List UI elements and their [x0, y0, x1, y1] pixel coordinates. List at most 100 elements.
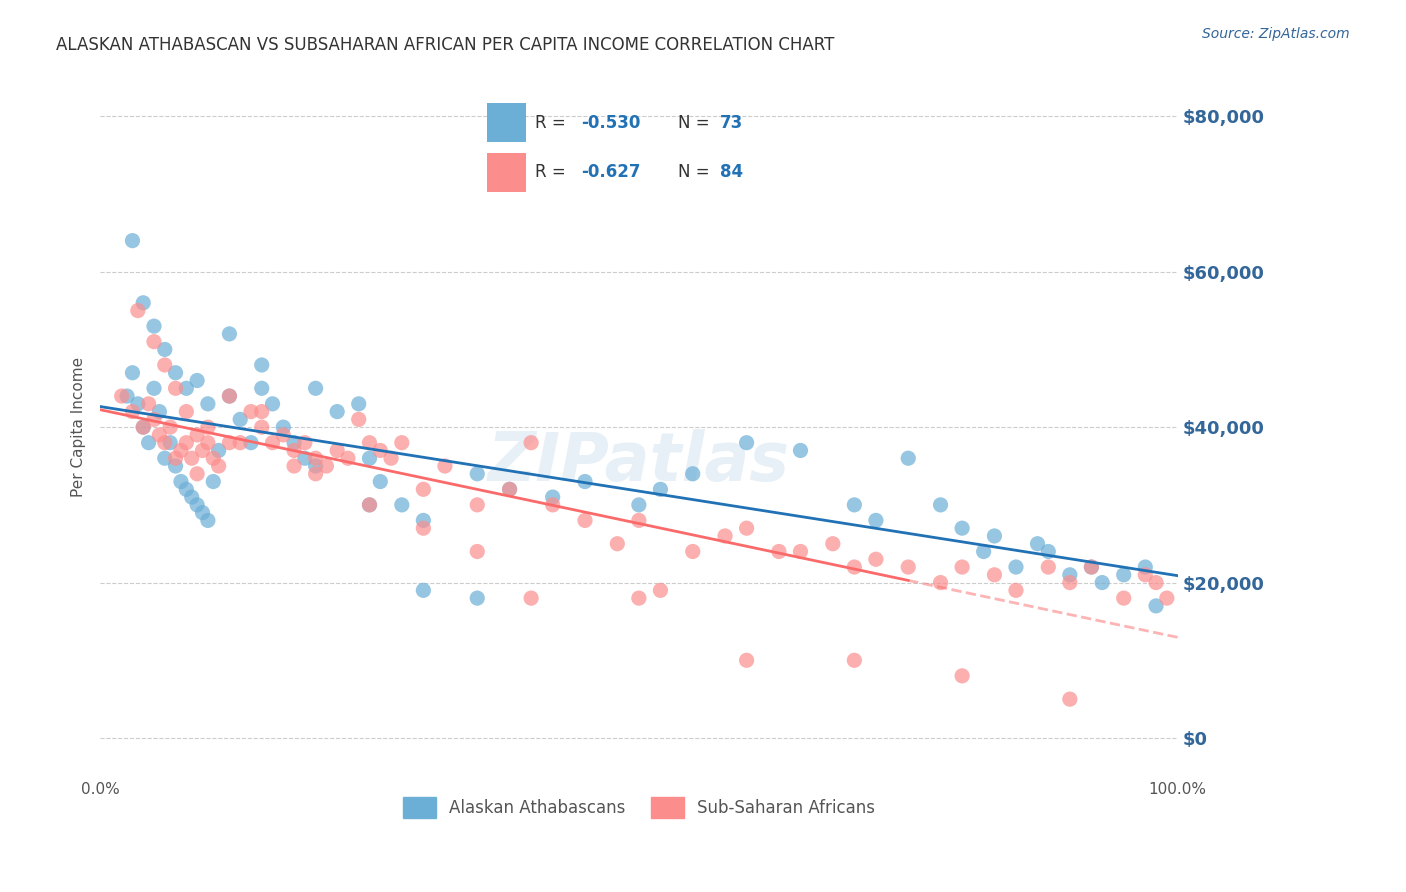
- Point: [541, 490, 564, 504]
- Point: [250, 420, 273, 434]
- Point: [865, 552, 887, 566]
- Point: [240, 404, 263, 418]
- Point: [1059, 567, 1081, 582]
- Point: [186, 374, 208, 388]
- Point: [1112, 567, 1135, 582]
- Point: [186, 428, 208, 442]
- Point: [218, 389, 240, 403]
- Point: [359, 498, 381, 512]
- Point: [844, 653, 866, 667]
- Point: [768, 544, 790, 558]
- Point: [143, 319, 166, 334]
- Point: [208, 443, 231, 458]
- Point: [115, 389, 138, 403]
- Point: [714, 529, 737, 543]
- Point: [148, 428, 170, 442]
- Point: [294, 451, 316, 466]
- Point: [1038, 560, 1060, 574]
- Point: [498, 483, 520, 497]
- Point: [1005, 583, 1028, 598]
- Point: [735, 653, 758, 667]
- Point: [627, 513, 650, 527]
- Point: [197, 435, 219, 450]
- Point: [735, 521, 758, 535]
- Point: [1135, 560, 1157, 574]
- Point: [304, 467, 326, 481]
- Point: [950, 669, 973, 683]
- Point: [391, 498, 413, 512]
- Point: [412, 521, 434, 535]
- Point: [186, 467, 208, 481]
- Point: [412, 583, 434, 598]
- Point: [541, 498, 564, 512]
- Point: [1038, 544, 1060, 558]
- Point: [143, 334, 166, 349]
- Point: [191, 506, 214, 520]
- Point: [176, 404, 198, 418]
- Point: [283, 435, 305, 450]
- Point: [218, 326, 240, 341]
- Point: [208, 458, 231, 473]
- Point: [153, 358, 176, 372]
- Point: [132, 420, 155, 434]
- Point: [336, 451, 359, 466]
- Point: [844, 560, 866, 574]
- Point: [304, 451, 326, 466]
- Point: [929, 498, 952, 512]
- Point: [143, 381, 166, 395]
- Point: [132, 420, 155, 434]
- Point: [165, 381, 187, 395]
- Point: [165, 366, 187, 380]
- Point: [465, 498, 488, 512]
- Point: [650, 583, 672, 598]
- Point: [520, 591, 543, 606]
- Point: [170, 475, 193, 489]
- Point: [138, 435, 160, 450]
- Point: [197, 397, 219, 411]
- Point: [359, 498, 381, 512]
- Point: [111, 389, 134, 403]
- Point: [176, 381, 198, 395]
- Point: [1135, 567, 1157, 582]
- Point: [433, 458, 456, 473]
- Point: [897, 451, 920, 466]
- Legend: Alaskan Athabascans, Sub-Saharan Africans: Alaskan Athabascans, Sub-Saharan African…: [396, 791, 882, 824]
- Point: [682, 467, 704, 481]
- Point: [143, 412, 166, 426]
- Point: [180, 451, 202, 466]
- Point: [983, 567, 1005, 582]
- Point: [138, 397, 160, 411]
- Point: [240, 435, 263, 450]
- Point: [202, 451, 225, 466]
- Point: [283, 458, 305, 473]
- Point: [250, 404, 273, 418]
- Point: [412, 483, 434, 497]
- Point: [347, 412, 370, 426]
- Point: [606, 537, 628, 551]
- Point: [1059, 692, 1081, 706]
- Point: [391, 435, 413, 450]
- Point: [132, 295, 155, 310]
- Point: [121, 366, 143, 380]
- Point: [412, 513, 434, 527]
- Point: [465, 591, 488, 606]
- Text: ZIPatlas: ZIPatlas: [488, 429, 790, 495]
- Point: [159, 420, 181, 434]
- Point: [844, 498, 866, 512]
- Point: [250, 358, 273, 372]
- Point: [159, 435, 181, 450]
- Point: [271, 428, 294, 442]
- Point: [197, 513, 219, 527]
- Point: [127, 303, 149, 318]
- Point: [380, 451, 402, 466]
- Point: [326, 443, 349, 458]
- Point: [294, 435, 316, 450]
- Point: [1112, 591, 1135, 606]
- Point: [176, 483, 198, 497]
- Point: [153, 343, 176, 357]
- Point: [897, 560, 920, 574]
- Point: [465, 467, 488, 481]
- Point: [153, 435, 176, 450]
- Point: [326, 404, 349, 418]
- Point: [202, 475, 225, 489]
